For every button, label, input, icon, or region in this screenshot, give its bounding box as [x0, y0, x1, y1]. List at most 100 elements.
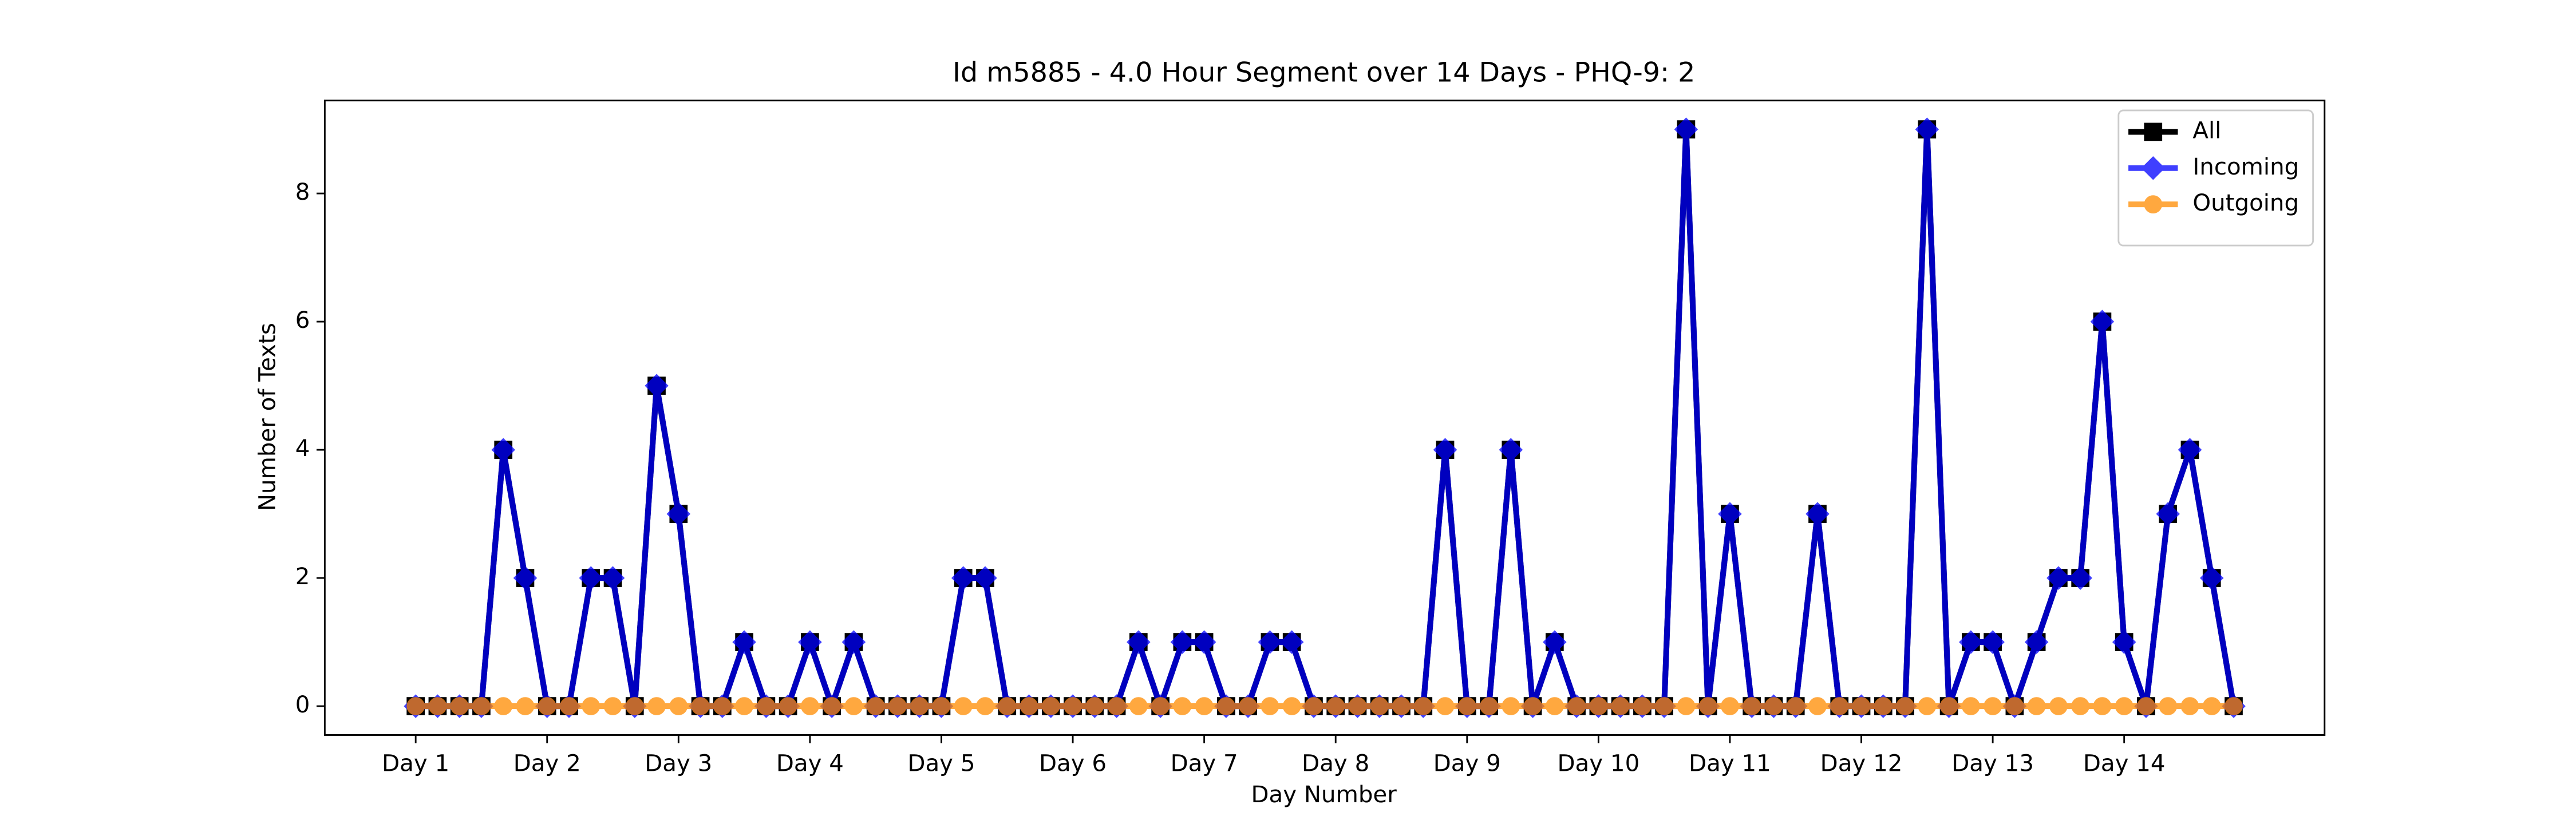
marker	[1543, 630, 1567, 654]
marker	[998, 697, 1017, 715]
marker	[1874, 697, 1893, 715]
marker	[666, 502, 691, 526]
marker	[625, 697, 644, 715]
marker	[1808, 697, 1827, 715]
marker	[910, 697, 929, 715]
marker	[1502, 697, 1520, 715]
marker	[1981, 630, 2005, 654]
marker	[691, 697, 710, 715]
marker	[1282, 697, 1301, 715]
marker	[1192, 630, 1216, 654]
series	[406, 697, 2243, 715]
marker	[600, 566, 625, 590]
marker	[2049, 697, 2068, 715]
marker	[1896, 697, 1914, 715]
marker	[1457, 697, 1476, 715]
marker	[406, 697, 425, 715]
marker	[1261, 697, 1279, 715]
marker	[2202, 697, 2221, 715]
x-tick-label: Day 13	[1951, 750, 2034, 777]
marker	[2144, 195, 2163, 213]
x-tick-label: Day 14	[2083, 750, 2166, 777]
marker	[1915, 117, 1939, 141]
marker	[1480, 697, 1498, 715]
marker	[2027, 697, 2046, 715]
marker	[513, 566, 538, 590]
marker	[954, 697, 973, 715]
marker	[2005, 697, 2024, 715]
marker	[2225, 697, 2243, 715]
marker	[844, 697, 863, 715]
y-axis-label: Number of Texts	[254, 323, 280, 511]
marker	[669, 697, 688, 715]
marker	[779, 697, 797, 715]
marker	[1305, 697, 1323, 715]
marker	[1436, 697, 1455, 715]
marker	[2178, 438, 2202, 462]
marker	[2144, 122, 2163, 141]
marker	[1348, 697, 1367, 715]
marker	[428, 697, 447, 715]
marker	[1085, 697, 1104, 715]
marker	[1523, 697, 1542, 715]
marker	[2156, 502, 2180, 526]
marker	[2199, 566, 2224, 590]
marker	[841, 630, 866, 654]
marker	[1805, 502, 1830, 526]
legend-entry	[2128, 156, 2178, 180]
legend-entry	[2128, 195, 2178, 213]
marker	[1127, 630, 1151, 654]
marker	[2093, 697, 2112, 715]
marker	[1129, 697, 1148, 715]
marker	[1064, 697, 1082, 715]
y-tick-label: 0	[295, 691, 310, 718]
x-axis-label: Day Number	[1251, 781, 1397, 808]
marker	[1743, 697, 1761, 715]
marker	[1041, 697, 1060, 715]
marker	[1655, 697, 1674, 715]
marker	[1984, 697, 2002, 715]
marker	[2068, 566, 2092, 590]
y-tick-label: 2	[295, 563, 310, 590]
marker	[1151, 697, 1170, 715]
marker	[647, 697, 666, 715]
marker	[1677, 697, 1696, 715]
marker	[2112, 630, 2136, 654]
marker	[2071, 697, 2090, 715]
marker	[1326, 697, 1345, 715]
marker	[603, 697, 622, 715]
marker	[976, 697, 994, 715]
marker	[1567, 697, 1586, 715]
marker	[491, 438, 515, 462]
marker	[2180, 697, 2199, 715]
marker	[1020, 697, 1038, 715]
marker	[1633, 697, 1652, 715]
marker	[1611, 697, 1630, 715]
marker	[1674, 117, 1698, 141]
legend: All Incoming Outgoing	[2117, 109, 2314, 247]
y-tick-label: 6	[295, 307, 310, 334]
marker	[1718, 502, 1742, 526]
marker	[450, 697, 469, 715]
marker	[1239, 697, 1257, 715]
marker	[823, 697, 841, 715]
marker	[560, 697, 578, 715]
marker	[2090, 310, 2115, 334]
marker	[1499, 438, 1523, 462]
marker	[801, 697, 819, 715]
x-tick-label: Day 11	[1689, 750, 1771, 777]
x-tick-label: Day 12	[1820, 750, 1903, 777]
marker	[1107, 697, 1126, 715]
x-tick-label: Day 9	[1433, 750, 1501, 777]
x-tick-label: Day 8	[1302, 750, 1369, 777]
marker	[538, 697, 556, 715]
marker	[888, 697, 907, 715]
marker	[932, 697, 951, 715]
x-tick-label: Day 6	[1039, 750, 1107, 777]
y-tick-label: 4	[295, 435, 310, 462]
x-tick-label: Day 3	[645, 750, 712, 777]
marker	[2115, 697, 2134, 715]
x-tick-label: Day 7	[1171, 750, 1238, 777]
